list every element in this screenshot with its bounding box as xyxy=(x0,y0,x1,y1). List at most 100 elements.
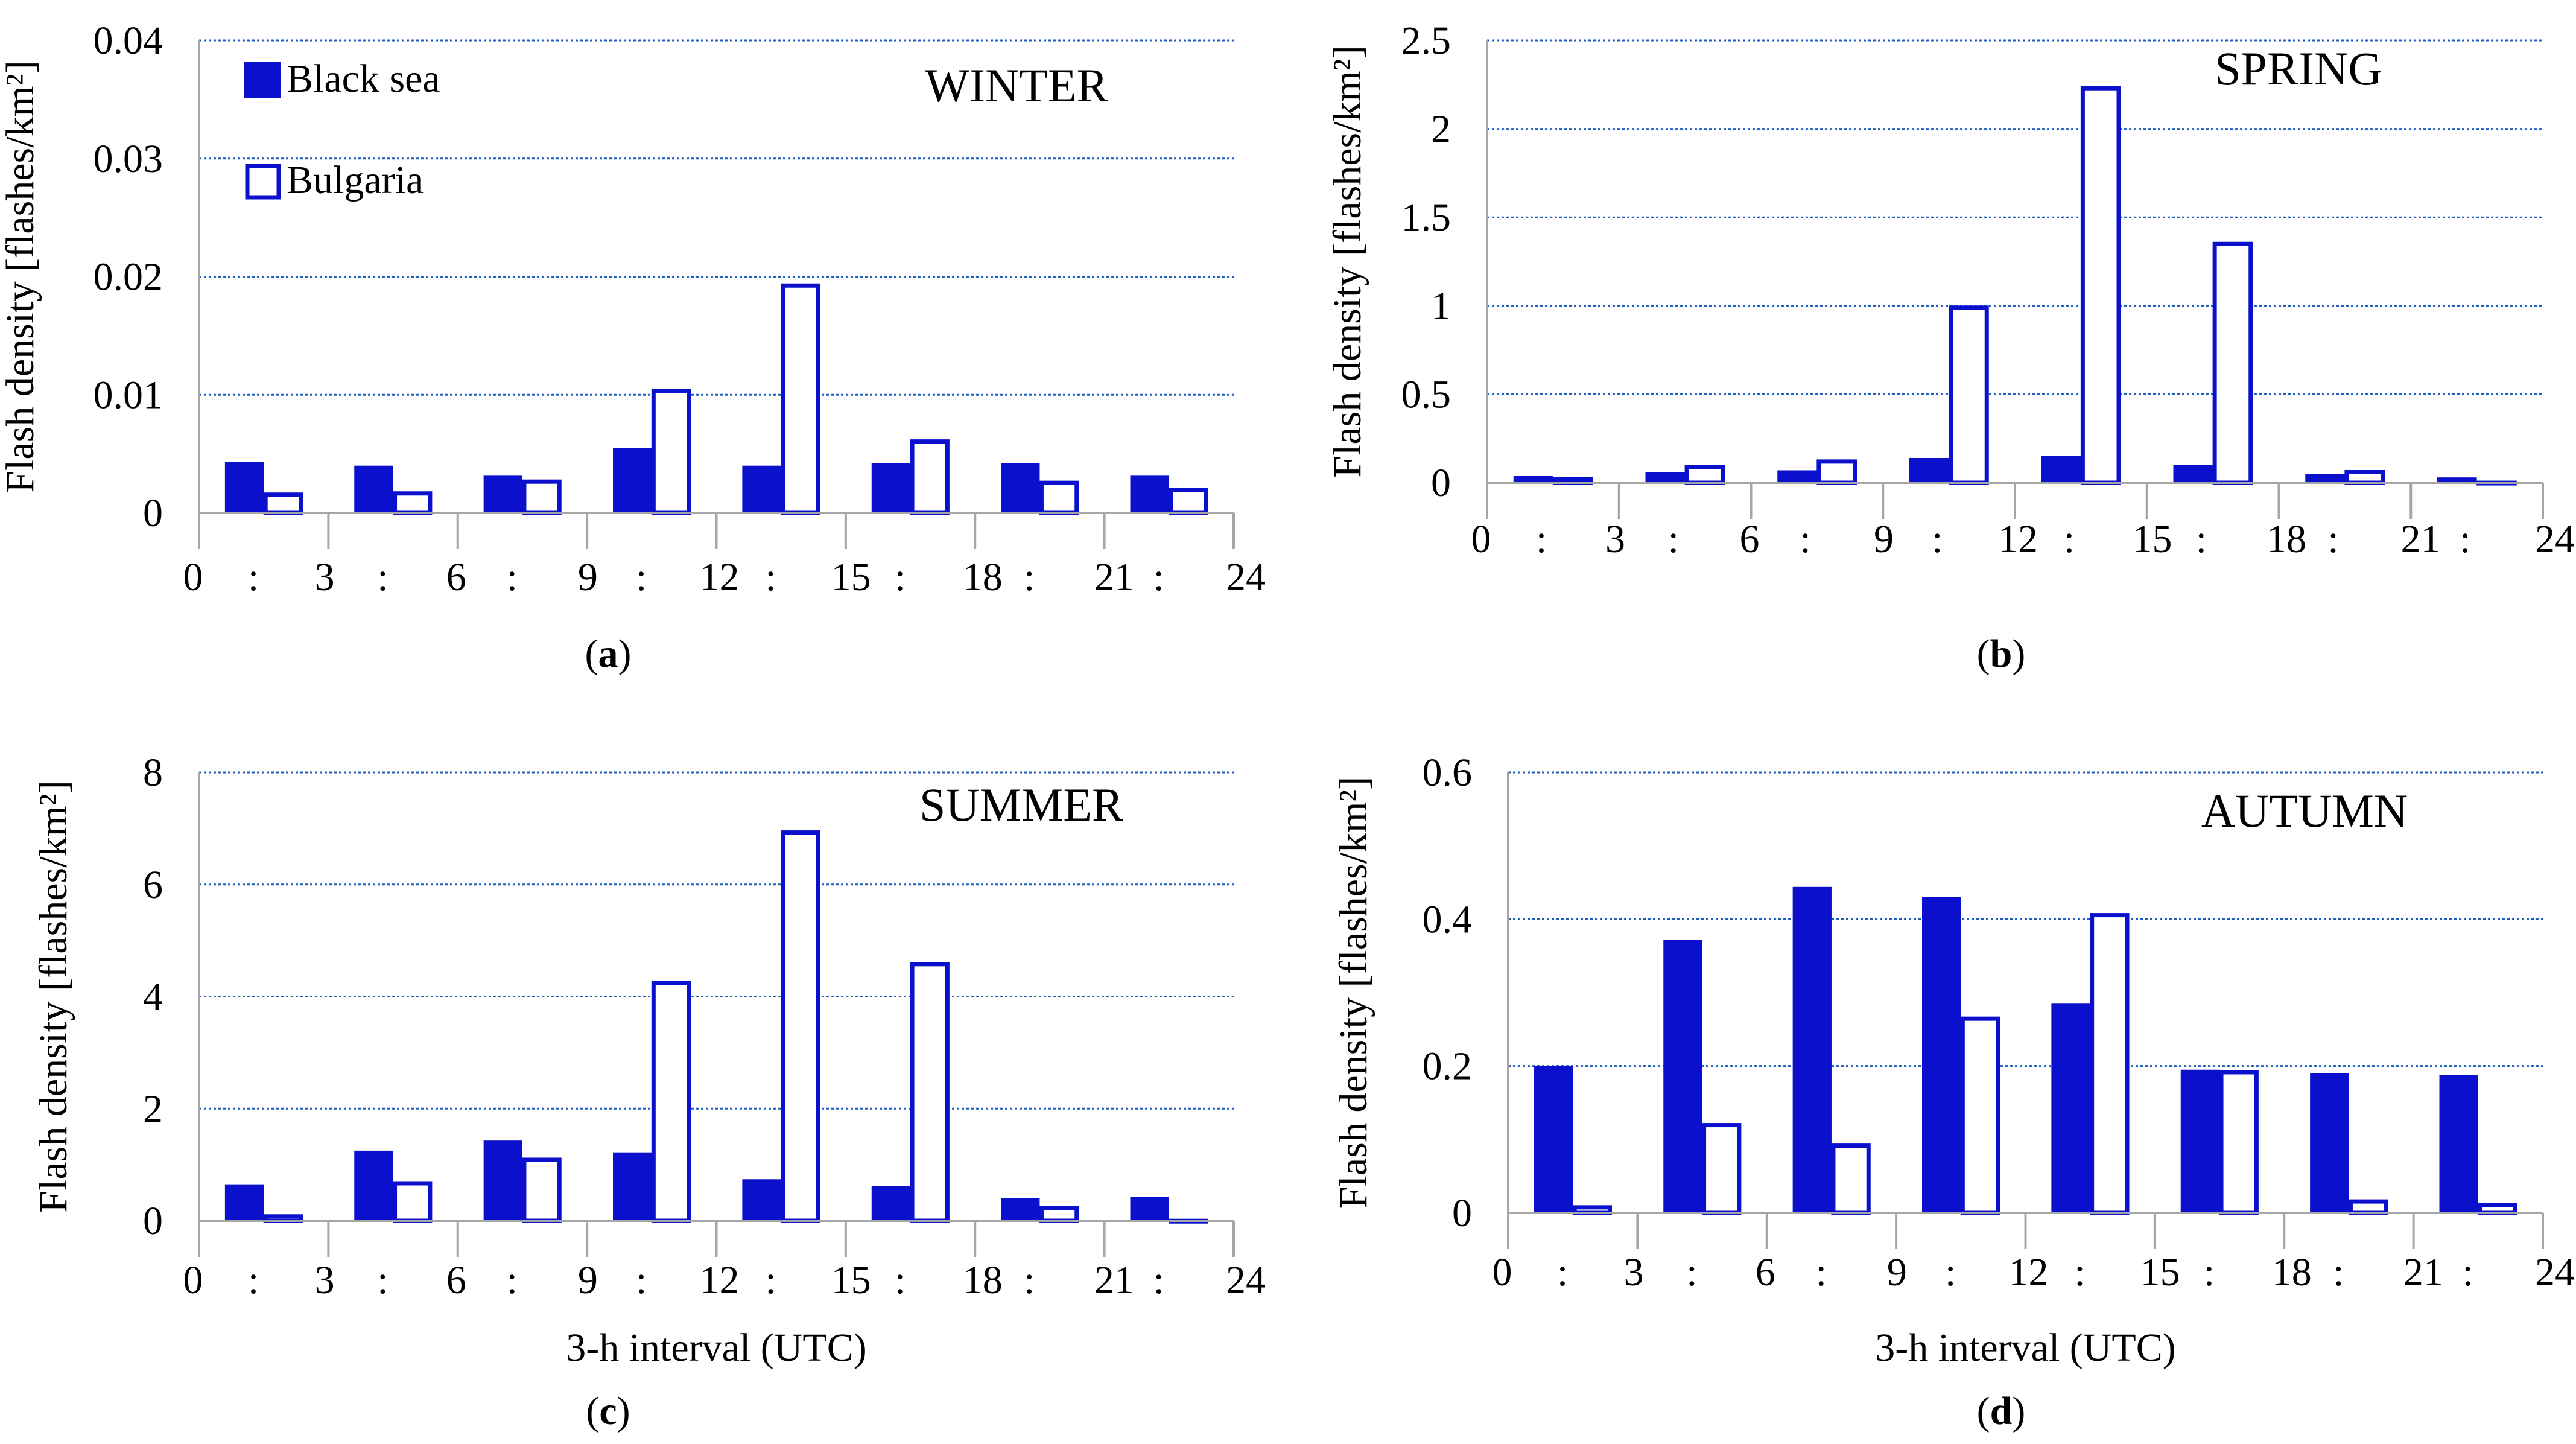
season-title: AUTUMN xyxy=(2201,784,2408,837)
panel-a: 00.010.020.030.040 3 6 9 12 15 18 21 24::::::::F… xyxy=(0,19,1266,676)
season-title: WINTER xyxy=(925,59,1108,112)
y-tick-label: 8 xyxy=(143,751,163,795)
y-tick-label: 2.5 xyxy=(1401,19,1451,63)
x-tick-label: 6 xyxy=(1756,1250,1775,1294)
y-tick-label: 2 xyxy=(1431,107,1451,151)
x-tick-label: 24 xyxy=(2535,517,2575,561)
bar-black-sea xyxy=(1792,886,1832,1213)
tick-separator: : xyxy=(1800,517,1810,561)
y-tick-label: 1 xyxy=(1431,284,1451,328)
x-tick-label: 9 xyxy=(1874,517,1894,561)
bar-bulgaria xyxy=(263,492,303,515)
panel-caption: (d) xyxy=(1977,1389,2026,1433)
bar-bulgaria xyxy=(1816,459,1857,485)
x-tick-label: 12 xyxy=(2009,1250,2049,1294)
bar-bulgaria xyxy=(2080,86,2121,485)
tick-separator: : xyxy=(248,1258,259,1302)
tick-separator: : xyxy=(2204,1250,2215,1294)
x-tick-label: 6 xyxy=(446,1258,466,1302)
tick-separator: : xyxy=(895,1258,906,1302)
bar-black-sea xyxy=(1909,457,1949,483)
x-tick-label: 3 xyxy=(1624,1250,1644,1294)
x-tick-label: 0 xyxy=(1471,517,1491,561)
tick-separator: : xyxy=(2327,517,2338,561)
y-tick-label: 0.04 xyxy=(94,19,163,63)
tick-separator: : xyxy=(636,555,647,599)
y-tick-label: 4 xyxy=(143,975,163,1019)
bar-black-sea xyxy=(1001,1198,1040,1221)
y-tick-label: 0 xyxy=(1452,1191,1472,1235)
bar-bulgaria xyxy=(1039,1206,1079,1223)
season-title: SPRING xyxy=(2215,42,2382,95)
y-tick-label: 6 xyxy=(143,863,163,907)
x-tick-label: 6 xyxy=(1740,517,1760,561)
tick-separator: : xyxy=(1686,1250,1697,1294)
bar-bulgaria xyxy=(1949,305,1989,485)
y-tick-label: 0 xyxy=(143,1199,163,1243)
panel-caption: (c) xyxy=(586,1389,630,1433)
y-tick-label: 0 xyxy=(1431,461,1451,505)
y-axis-label: Flash density [flashes/km²] xyxy=(31,780,75,1212)
x-tick-label: 18 xyxy=(963,1258,1003,1302)
tick-separator: : xyxy=(507,1258,518,1302)
x-axis-label: 3-h interval (UTC) xyxy=(1875,1326,2176,1370)
bar-bulgaria xyxy=(781,283,820,515)
x-tick-label: 18 xyxy=(2267,517,2306,561)
tick-separator: : xyxy=(2196,517,2207,561)
bar-black-sea xyxy=(1922,897,1961,1213)
season-title: SUMMER xyxy=(919,778,1123,831)
tick-separator: : xyxy=(2064,517,2075,561)
bar-black-sea xyxy=(613,1152,652,1221)
y-tick-label: 0.2 xyxy=(1423,1045,1473,1089)
y-tick-label: 1.5 xyxy=(1401,196,1451,240)
bar-black-sea xyxy=(2439,1075,2478,1213)
bar-black-sea xyxy=(2041,456,2081,483)
bar-bulgaria xyxy=(522,1157,562,1223)
tick-separator: : xyxy=(248,555,259,599)
y-tick-label: 2 xyxy=(143,1087,163,1131)
bar-bulgaria xyxy=(522,479,562,515)
x-tick-label: 6 xyxy=(446,555,466,599)
bar-black-sea xyxy=(742,1179,781,1221)
bar-bulgaria xyxy=(910,439,950,515)
tick-separator: : xyxy=(2462,1250,2473,1294)
x-tick-label: 21 xyxy=(1094,1258,1134,1302)
bar-black-sea xyxy=(1645,472,1686,483)
tick-separator: : xyxy=(895,555,906,599)
tick-separator: : xyxy=(1816,1250,1827,1294)
bar-black-sea xyxy=(1001,463,1040,513)
bar-black-sea xyxy=(224,1184,264,1221)
bar-black-sea xyxy=(1663,940,1702,1213)
y-axis-label: Flash density [flashes/km²] xyxy=(1331,777,1375,1209)
x-tick-label: 12 xyxy=(700,1258,740,1302)
bar-bulgaria xyxy=(651,980,691,1223)
x-tick-label: 3 xyxy=(1605,517,1625,561)
bar-bulgaria xyxy=(651,388,691,515)
x-tick-label: 21 xyxy=(1094,555,1134,599)
x-tick-label: 9 xyxy=(1887,1250,1907,1294)
bar-bulgaria xyxy=(1960,1016,2000,1215)
y-tick-label: 0.6 xyxy=(1423,751,1473,795)
bar-bulgaria xyxy=(1039,480,1079,515)
bar-bulgaria xyxy=(1831,1143,1871,1215)
x-tick-label: 9 xyxy=(578,555,598,599)
tick-separator: : xyxy=(1557,1250,1568,1294)
x-tick-label: 0 xyxy=(183,1258,203,1302)
tick-separator: : xyxy=(507,555,518,599)
bar-black-sea xyxy=(1513,476,1553,483)
bar-black-sea xyxy=(354,465,393,513)
bar-black-sea xyxy=(354,1150,393,1221)
tick-separator: : xyxy=(1153,555,1164,599)
x-tick-label: 15 xyxy=(831,1258,871,1302)
bar-black-sea xyxy=(1130,1197,1169,1221)
bar-black-sea xyxy=(2180,1069,2220,1213)
bar-black-sea xyxy=(2437,477,2477,483)
y-tick-label: 0.03 xyxy=(94,137,163,181)
bar-black-sea xyxy=(483,1140,522,1221)
bar-bulgaria xyxy=(2219,1070,2259,1215)
x-tick-label: 3 xyxy=(315,555,335,599)
bar-black-sea xyxy=(1777,470,1817,483)
bar-bulgaria xyxy=(2090,913,2130,1215)
x-tick-label: 21 xyxy=(2401,517,2441,561)
